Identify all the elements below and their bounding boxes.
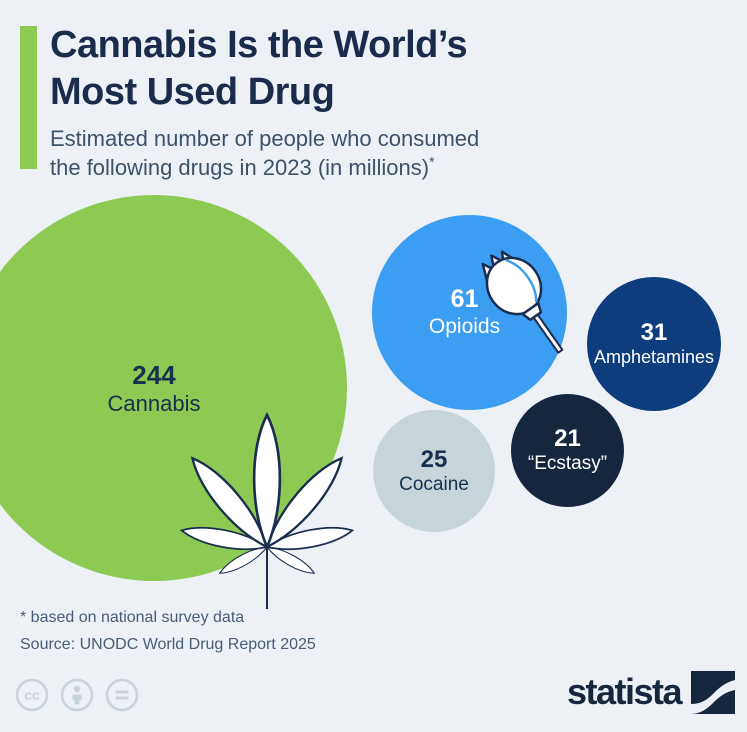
license-row: cc xyxy=(15,678,139,712)
svg-text:cc: cc xyxy=(24,687,40,703)
subtitle-line-2: the following drugs in 2023 (in millions… xyxy=(50,155,430,180)
bubble-cannabis-label: Cannabis xyxy=(107,390,201,416)
bubble-amphetamines-label: Amphetamines xyxy=(593,347,715,367)
bubble-opioids-label: Opioids xyxy=(428,315,501,338)
bubble-ecstasy: 21 “Ecstasy” xyxy=(511,394,624,507)
page-title: Cannabis Is the World’s Most Used Drug xyxy=(50,22,468,116)
footnotes: * based on national survey data Source: … xyxy=(20,604,316,658)
title-accent-bar xyxy=(20,26,37,169)
bubble-ecstasy-label: “Ecstasy” xyxy=(527,453,608,474)
bubble-cocaine-label: Cocaine xyxy=(399,473,469,495)
bubble-amphetamines: 31 Amphetamines xyxy=(587,277,721,411)
subtitle-line-1: Estimated number of people who consumed xyxy=(50,126,480,151)
poppy-pod-icon xyxy=(481,250,564,354)
cannabis-leaf-icon xyxy=(179,413,355,609)
bubble-cannabis-value: 244 xyxy=(132,359,176,390)
bubble-ecstasy-value: 21 xyxy=(554,425,581,452)
statista-mark xyxy=(691,670,735,714)
page-subtitle: Estimated number of people who consumed … xyxy=(50,124,479,182)
no-derivatives-icon[interactable] xyxy=(105,678,139,712)
bubble-amphetamines-value: 31 xyxy=(640,319,668,346)
title-line-2: Most Used Drug xyxy=(50,71,335,113)
footnote-marker: * xyxy=(429,153,435,170)
source-text: Source: UNODC World Drug Report 2025 xyxy=(20,636,316,653)
bubble-cannabis: 244 Cannabis xyxy=(0,195,347,581)
attribution-icon[interactable] xyxy=(60,678,94,712)
statista-logo-text: statista xyxy=(566,671,683,712)
statista-logo[interactable]: statista xyxy=(567,670,735,714)
cc-icon[interactable]: cc xyxy=(15,678,49,712)
footnote-text: * based on national survey data xyxy=(20,609,245,626)
bubble-cocaine-value: 25 xyxy=(420,445,448,473)
bubble-cocaine: 25 Cocaine xyxy=(373,410,495,532)
bubble-opioids-value: 61 xyxy=(450,285,479,313)
title-line-1: Cannabis Is the World’s xyxy=(50,24,468,66)
